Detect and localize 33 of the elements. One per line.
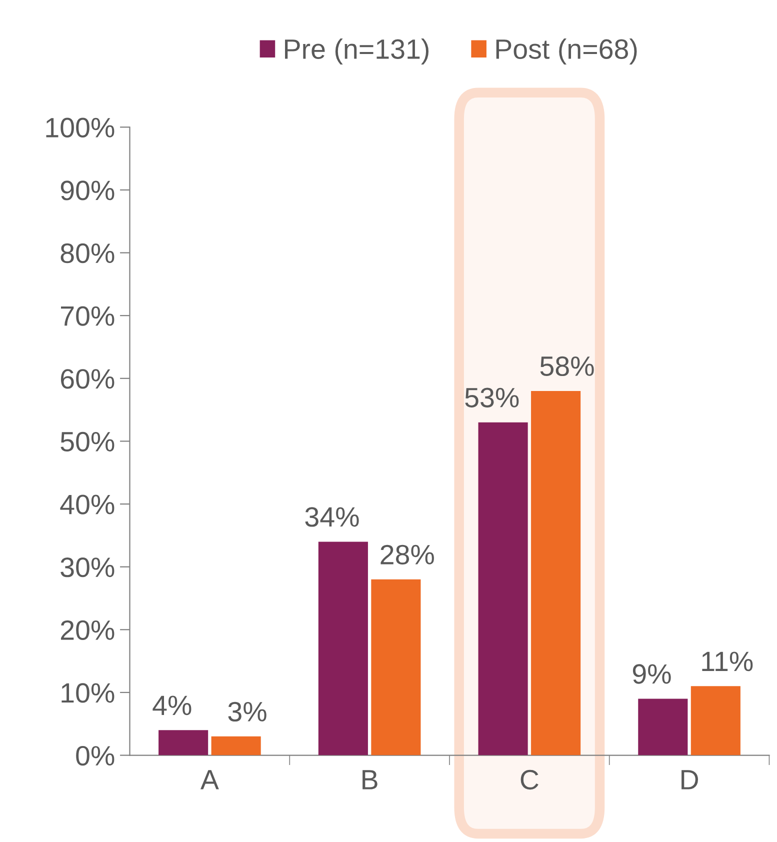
y-tick-label: 20%: [60, 620, 114, 640]
legend-label: Pre (n=131): [285, 38, 428, 64]
text: 3%: [228, 702, 266, 722]
bar: [211, 736, 261, 756]
y-tick-label: 10%: [62, 683, 114, 703]
x-tick-label: B: [362, 770, 378, 790]
text: 4%: [152, 696, 192, 716]
bar: [158, 730, 208, 756]
bar: [531, 390, 581, 756]
text: 58%: [540, 356, 594, 376]
y-tick-label: 30%: [60, 558, 114, 578]
bar: [318, 542, 368, 756]
y-tick-label: 60%: [60, 369, 114, 389]
y-tick-label: 0%: [76, 746, 114, 766]
bar: [638, 698, 688, 756]
y-tick-label: 40%: [60, 494, 114, 514]
x-tick-label: D: [682, 770, 698, 790]
x-tick-label: A: [200, 770, 219, 790]
y-tick-label: 70%: [61, 306, 114, 326]
text: 53%: [465, 388, 519, 408]
text: 11%: [702, 652, 753, 672]
y-tick-label: 50%: [60, 432, 114, 452]
y-tick-label: 80%: [60, 243, 114, 264]
text: 28%: [380, 544, 434, 564]
bar: [690, 686, 740, 756]
legend-label: Post (n=68): [496, 38, 637, 64]
bar: [478, 422, 528, 756]
text: 34%: [305, 507, 359, 527]
y-tick-label: 90%: [60, 180, 114, 200]
bar: [371, 579, 421, 756]
x-tick-label: C: [520, 770, 538, 790]
text: 9%: [632, 664, 671, 684]
y-tick-label: 100%: [46, 118, 114, 138]
